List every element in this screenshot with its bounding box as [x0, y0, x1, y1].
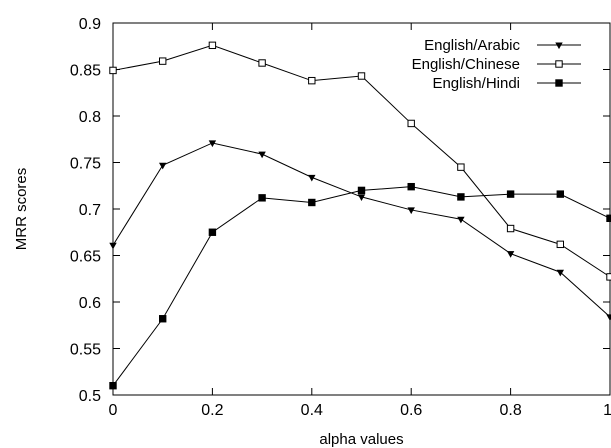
data-point — [159, 315, 167, 323]
y-axis-label: MRR scores — [13, 168, 30, 251]
legend-label: English/Hindi — [432, 75, 520, 92]
data-point — [208, 228, 217, 236]
y-tick-label: 0.5 — [79, 388, 101, 405]
legend-marker — [555, 42, 563, 50]
x-tick-label: 0.6 — [400, 402, 422, 419]
data-point — [457, 163, 465, 171]
data-point — [357, 72, 366, 80]
data-point — [109, 382, 117, 390]
data-point — [208, 41, 217, 50]
x-tick-label: 0 — [109, 402, 118, 419]
legend-marker — [555, 60, 563, 68]
data-point — [606, 273, 611, 281]
y-tick-label: 0.9 — [79, 16, 101, 33]
data-point — [308, 76, 316, 85]
ticks-group: 0.5 0.55 0.6 0.65 0.7 0.75 0.8 0.85 0.9 0 0.2 0.4 0.… — [70, 16, 611, 419]
data-point — [407, 207, 415, 215]
data-point — [208, 140, 217, 148]
data-point — [258, 151, 266, 159]
series-english-chinese — [109, 41, 611, 281]
legend: English/Arabic English/Chinese English/Hin… — [412, 37, 581, 92]
y-tick-label: 0.75 — [70, 156, 101, 173]
data-point — [159, 57, 167, 65]
legend-label: English/Arabic — [424, 37, 520, 54]
data-point — [308, 174, 316, 182]
data-point — [308, 198, 316, 207]
series-english-arabic — [109, 140, 611, 322]
data-point — [556, 269, 565, 277]
data-point — [258, 194, 266, 202]
x-tick-label: 0.2 — [201, 402, 223, 419]
x-tick-label: 0.4 — [301, 402, 323, 419]
data-point — [556, 240, 564, 249]
data-point — [457, 193, 465, 201]
y-tick-label: 0.65 — [70, 249, 101, 266]
x-tick-label: 1 — [603, 402, 611, 419]
data-point — [407, 182, 415, 191]
data-point — [258, 59, 266, 67]
series-line — [112, 186, 611, 386]
y-tick-label: 0.7 — [79, 202, 101, 219]
legend-marker — [555, 79, 563, 87]
x-tick-label: 0.8 — [499, 402, 521, 419]
y-tick-label: 0.8 — [79, 109, 101, 126]
data-point — [357, 186, 366, 195]
data-point — [606, 214, 611, 223]
x-axis-label: alpha values — [319, 431, 403, 448]
series-english-hindi — [109, 182, 611, 390]
data-point — [158, 162, 167, 170]
y-tick-label: 0.6 — [79, 295, 101, 312]
data-point — [109, 242, 117, 250]
data-point — [457, 216, 465, 224]
series-group — [109, 41, 611, 390]
data-point — [407, 119, 415, 128]
data-point — [506, 251, 515, 258]
series-line — [112, 142, 611, 318]
data-point — [357, 194, 366, 202]
series-line — [112, 44, 611, 278]
data-point — [556, 190, 564, 198]
data-point — [506, 190, 515, 198]
y-tick-label: 0.85 — [70, 63, 101, 80]
data-point — [606, 314, 611, 322]
data-point — [109, 66, 117, 75]
y-tick-label: 0.55 — [70, 342, 101, 359]
data-point — [506, 224, 515, 233]
legend-label: English/Chinese — [412, 56, 520, 73]
